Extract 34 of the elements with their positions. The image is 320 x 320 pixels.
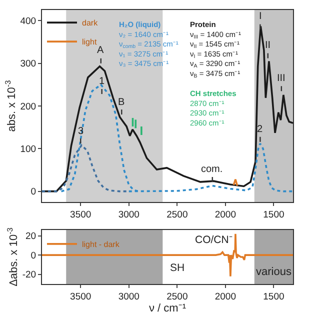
x-tick-label: 2500 [166,209,188,220]
annotation: I [259,11,262,22]
legend-label: light [82,38,98,47]
y-tick-label: 300 [20,58,36,70]
annotation: A [97,45,104,56]
annotation: II [265,40,271,51]
x-axis-title: ν / cm⁻¹ [149,302,186,315]
x-tick-label: 2500 [166,291,188,302]
annotation: III [277,73,286,84]
y-tick-label: 200 [20,101,36,112]
y-tick-label: 0 [30,186,36,198]
annotation: 3 [78,126,84,137]
x-tick-label: 1500 [263,209,284,220]
x-tick-label: 2000 [214,209,236,220]
band-label: various [256,266,292,278]
legend-label: dark [82,18,99,28]
y-tick-label: -20 [22,270,36,281]
y-tick-label: 0 [30,250,36,262]
y-tick-label: 20 [26,231,36,242]
annotation: SH [170,262,185,274]
annotation: com. [201,164,223,175]
legend-label: light - dark [82,240,120,250]
x-tick-label: 3000 [118,209,140,220]
annotation: 1 [99,76,105,87]
x-tick-label: 1500 [263,291,284,302]
x-tick-label: 2000 [214,291,236,302]
x-tick-label: 3500 [70,209,92,220]
annotation: 2 [257,124,263,135]
y-tick-label: 100 [20,144,36,155]
annotation: CO/CN⁻ [195,234,233,246]
annotation: B [118,97,125,108]
x-tick-label: 3500 [70,291,92,302]
y-tick-label: 400 [20,16,36,27]
x-tick-label: 3000 [118,291,140,302]
